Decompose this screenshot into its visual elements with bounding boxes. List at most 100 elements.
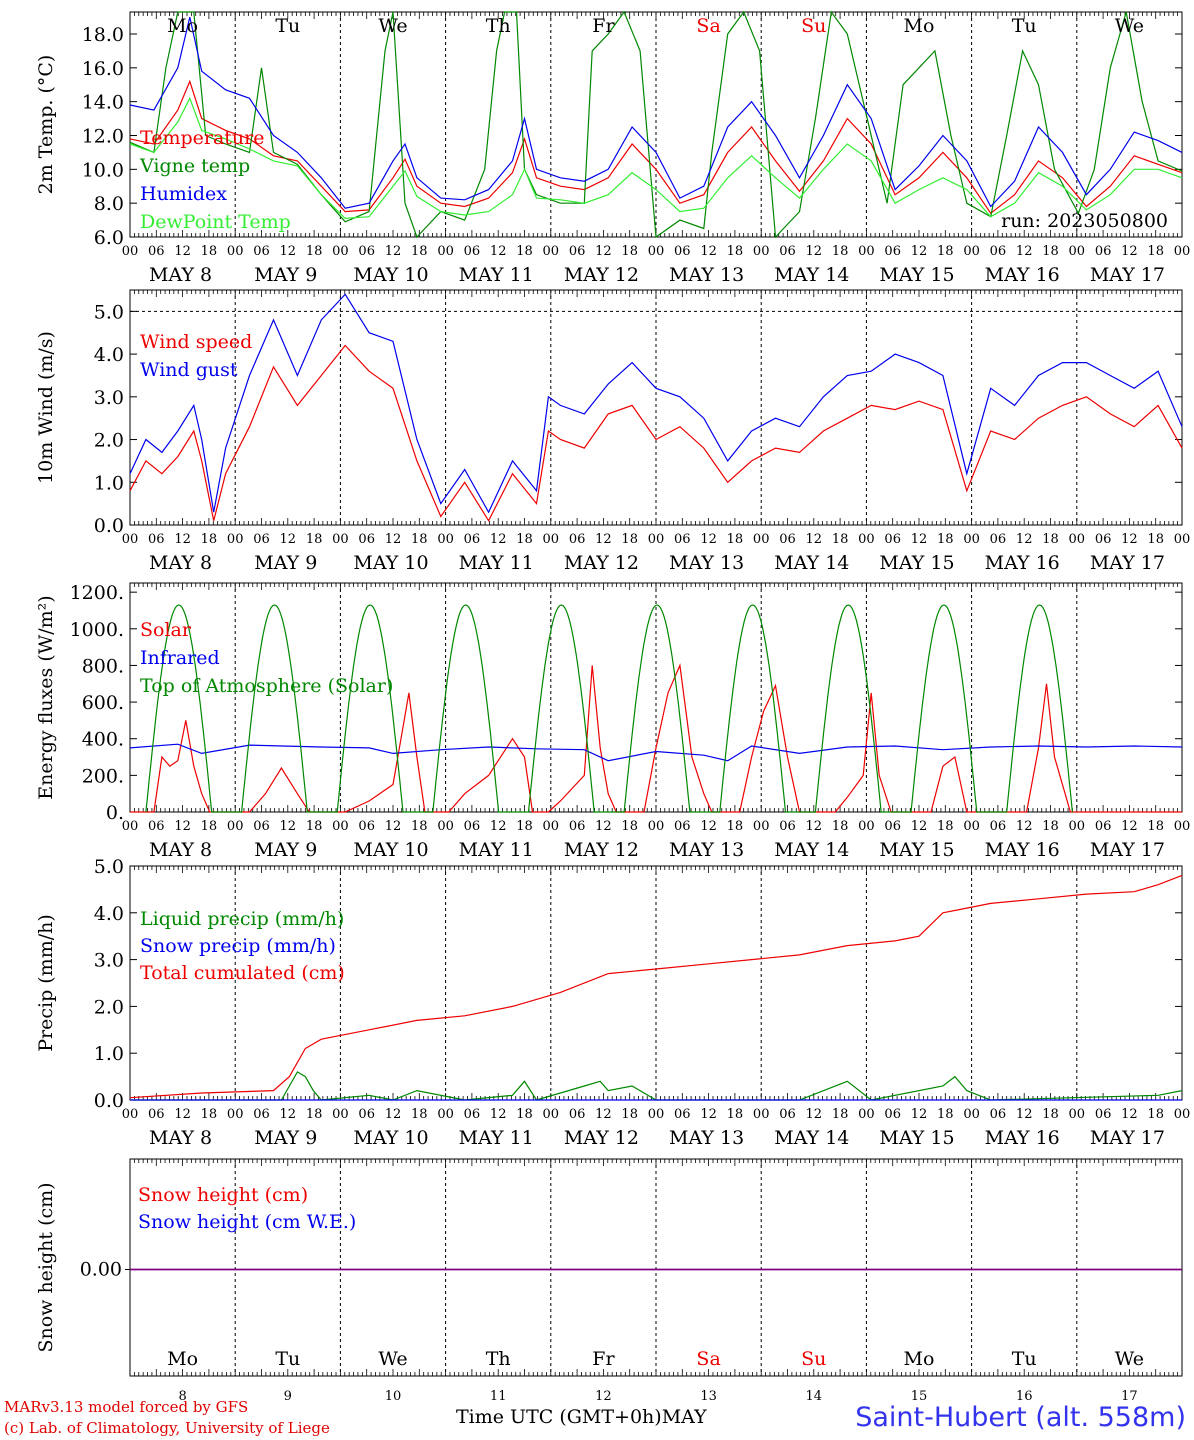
- series-line: [129, 96, 1183, 220]
- legend-label: Snow precip (mm/h): [140, 935, 336, 957]
- date-label: MAY 15: [879, 839, 954, 861]
- hour-tick-label: 00: [1174, 1107, 1191, 1122]
- hour-tick-label: 00: [753, 244, 770, 259]
- hour-tick-label: 18: [201, 1107, 218, 1122]
- date-label: MAY 13: [669, 1127, 744, 1149]
- date-label: MAY 10: [353, 1127, 428, 1149]
- day-number-label: 10: [385, 1389, 402, 1404]
- hour-tick-label: 12: [490, 532, 507, 547]
- hour-tick-label: 12: [700, 532, 717, 547]
- hour-tick-label: 06: [358, 244, 375, 259]
- y-tick-label: 4.0: [94, 344, 124, 366]
- date-label: MAY 16: [985, 1127, 1060, 1149]
- date-label: MAY 15: [879, 1127, 954, 1149]
- hour-tick-label: 18: [1042, 244, 1059, 259]
- series-line: [129, 293, 1183, 514]
- hour-tick-label: 18: [1042, 532, 1059, 547]
- hour-tick-label: 18: [1147, 532, 1164, 547]
- hour-tick-label: 00: [858, 532, 875, 547]
- hour-tick-label: 18: [727, 819, 744, 834]
- hour-tick-label: 18: [832, 244, 849, 259]
- hour-tick-label: 18: [1042, 819, 1059, 834]
- hour-tick-label: 12: [490, 819, 507, 834]
- date-label: MAY 11: [459, 1127, 534, 1149]
- hour-tick-label: 06: [674, 532, 691, 547]
- hour-tick-label: 18: [937, 1107, 954, 1122]
- y-tick-label: 3.0: [94, 950, 124, 972]
- hour-tick-label: 12: [490, 1107, 507, 1122]
- hour-tick-label: 12: [595, 1107, 612, 1122]
- hour-tick-label: 06: [1095, 532, 1112, 547]
- date-label: MAY 14: [774, 264, 849, 286]
- y-tick-label: 0.0: [94, 1090, 124, 1112]
- legend-label: Liquid precip (mm/h): [140, 908, 344, 930]
- y-tick-label: 0.: [106, 802, 124, 824]
- date-label: MAY 8: [149, 264, 212, 286]
- hour-tick-label: 12: [1016, 244, 1033, 259]
- hour-tick-label: 12: [911, 244, 928, 259]
- weekday-label: We: [378, 1348, 407, 1370]
- hour-tick-label: 12: [595, 244, 612, 259]
- weekday-label: We: [1115, 15, 1144, 37]
- day-number-label: 15: [911, 1389, 928, 1404]
- hour-tick-label: 18: [411, 1107, 428, 1122]
- weekday-label: Su: [801, 15, 826, 37]
- hour-tick-label: 18: [937, 532, 954, 547]
- date-label: MAY 12: [564, 264, 639, 286]
- hour-tick-label: 00: [543, 819, 560, 834]
- hour-tick-label: 18: [201, 532, 218, 547]
- date-label: MAY 12: [564, 839, 639, 861]
- hour-tick-label: 12: [806, 244, 823, 259]
- date-label: MAY 8: [149, 839, 212, 861]
- day-number-label: 12: [595, 1389, 612, 1404]
- hour-tick-label: 18: [727, 532, 744, 547]
- hour-tick-label: 00: [227, 244, 244, 259]
- day-number-label: 13: [700, 1389, 717, 1404]
- hour-tick-label: 00: [753, 532, 770, 547]
- legend-label: DewPoint Temp: [140, 211, 291, 233]
- y-axis-title: Snow height (cm): [35, 1182, 57, 1352]
- hour-tick-label: 06: [779, 1107, 796, 1122]
- hour-tick-label: 06: [358, 819, 375, 834]
- date-label: MAY 9: [254, 264, 317, 286]
- lab-credit-line: (c) Lab. of Climatology, University of L…: [4, 1419, 330, 1437]
- y-axis-title: Precip (mm/h): [35, 914, 57, 1052]
- hour-tick-label: 18: [832, 819, 849, 834]
- hour-tick-label: 06: [569, 244, 586, 259]
- hour-tick-label: 06: [674, 819, 691, 834]
- date-label: MAY 17: [1090, 264, 1165, 286]
- hour-tick-label: 00: [1069, 244, 1086, 259]
- hour-tick-label: 18: [411, 532, 428, 547]
- hour-tick-label: 06: [464, 819, 481, 834]
- hour-tick-label: 18: [306, 819, 323, 834]
- hour-tick-label: 00: [437, 819, 454, 834]
- hour-tick-label: 00: [753, 819, 770, 834]
- y-tick-label: 1000.: [70, 619, 124, 641]
- hour-tick-label: 06: [779, 819, 796, 834]
- hour-tick-label: 00: [648, 244, 665, 259]
- panel-snow: 0.00 Snow height (cm) Snow height (cm W.E.…: [35, 1158, 1183, 1404]
- hour-tick-label: 06: [674, 244, 691, 259]
- hour-tick-label: 00: [963, 1107, 980, 1122]
- y-tick-label: 600.: [82, 692, 124, 714]
- series-line: [129, 16, 1183, 209]
- series-line: [130, 1071, 1183, 1101]
- legend-label: Total cumulated (cm): [140, 962, 345, 984]
- hour-tick-label: 12: [280, 819, 297, 834]
- hour-tick-label: 00: [227, 819, 244, 834]
- hour-tick-label: 06: [990, 244, 1007, 259]
- hour-tick-label: 06: [1095, 244, 1112, 259]
- hour-tick-label: 18: [516, 244, 533, 259]
- series-line: [145, 604, 1073, 813]
- series-line: [129, 79, 1183, 215]
- hour-tick-label: 06: [148, 532, 165, 547]
- weekday-label: Sa: [696, 1348, 720, 1370]
- date-label: MAY 9: [254, 552, 317, 574]
- hour-tick-label: 12: [174, 244, 191, 259]
- hour-tick-label: 00: [543, 244, 560, 259]
- hour-tick-label: 18: [937, 819, 954, 834]
- y-axis-title: Energy fluxes (W/m²): [35, 595, 57, 799]
- hour-tick-label: 18: [201, 244, 218, 259]
- legend-label: Wind speed: [140, 331, 252, 353]
- hour-tick-label: 00: [1174, 819, 1191, 834]
